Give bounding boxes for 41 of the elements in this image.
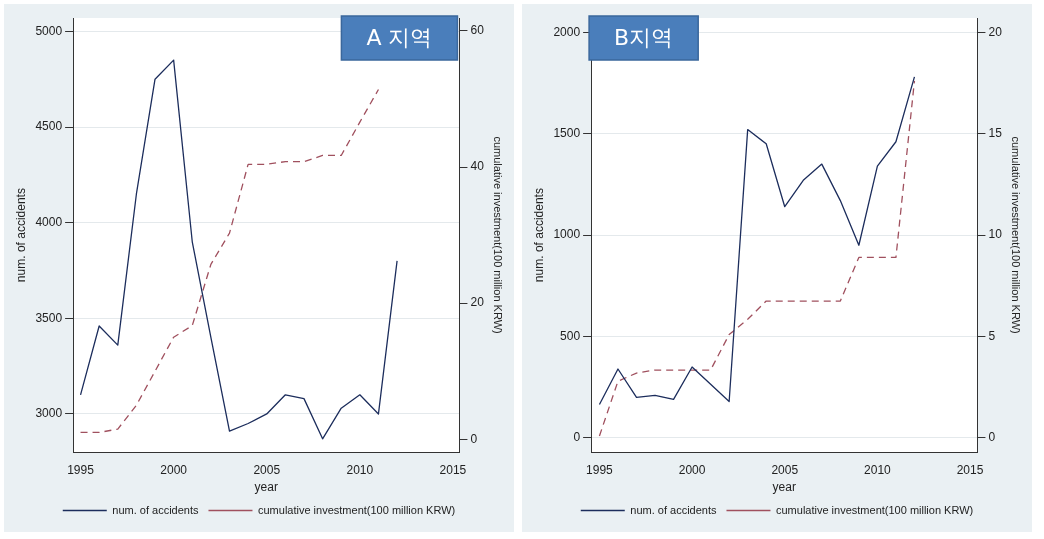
x-tick-label: 1995 (586, 462, 614, 477)
y2-tick-label: 15 (988, 125, 1003, 140)
y-tick-label: 4500 (35, 119, 63, 134)
y2-tick-label: 0 (988, 430, 996, 445)
y-axis-title: num. of accidents (13, 188, 28, 283)
annotation: B지역 (614, 24, 674, 50)
x-axis-title: year (772, 480, 796, 495)
y-tick-label: 1000 (553, 227, 581, 242)
x-tick-label: 2000 (678, 462, 706, 477)
y-axis-title: num. of accidents (531, 188, 546, 283)
x-tick-label: 2000 (160, 462, 188, 477)
y-tick-label: 500 (560, 328, 581, 343)
y-tick-label: 4000 (35, 214, 63, 229)
y-tick-label: 5000 (35, 23, 63, 38)
legend-label: cumulative investment(100 million KRW) (775, 503, 974, 516)
annotation: A 지역 (366, 24, 433, 50)
y2-tick-label: 0 (470, 431, 478, 446)
y2-tick-label: 60 (470, 23, 485, 38)
y2-tick-label: 5 (988, 328, 996, 343)
y2-tick-label: 20 (988, 24, 1003, 39)
y-tick-label: 3500 (35, 310, 63, 325)
x-tick-label: 1995 (67, 462, 95, 477)
x-tick-label: 2010 (346, 462, 374, 477)
y2-axis-title: cumulative investment(100 million KRW) (1010, 136, 1023, 334)
legend-label: num. of accidents (112, 503, 199, 516)
x-tick-label: 2010 (864, 462, 892, 477)
y2-tick-label: 40 (470, 159, 485, 174)
x-tick-label: 2015 (956, 462, 984, 477)
y-tick-label: 1500 (553, 125, 581, 140)
x-tick-label: 2005 (253, 462, 281, 477)
y-tick-label: 2000 (553, 24, 581, 39)
y2-axis-title: cumulative investment(100 million KRW) (492, 136, 505, 334)
legend-label: num. of accidents (630, 503, 717, 516)
x-axis-title: year (254, 480, 278, 495)
x-tick-label: 2015 (439, 462, 467, 477)
legend-label: cumulative investment(100 million KRW) (257, 503, 456, 516)
y2-tick-label: 10 (988, 227, 1003, 242)
x-tick-label: 2005 (771, 462, 799, 477)
y-tick-label: 3000 (35, 406, 63, 421)
y-tick-label: 0 (573, 430, 581, 445)
y2-tick-label: 20 (470, 295, 485, 310)
